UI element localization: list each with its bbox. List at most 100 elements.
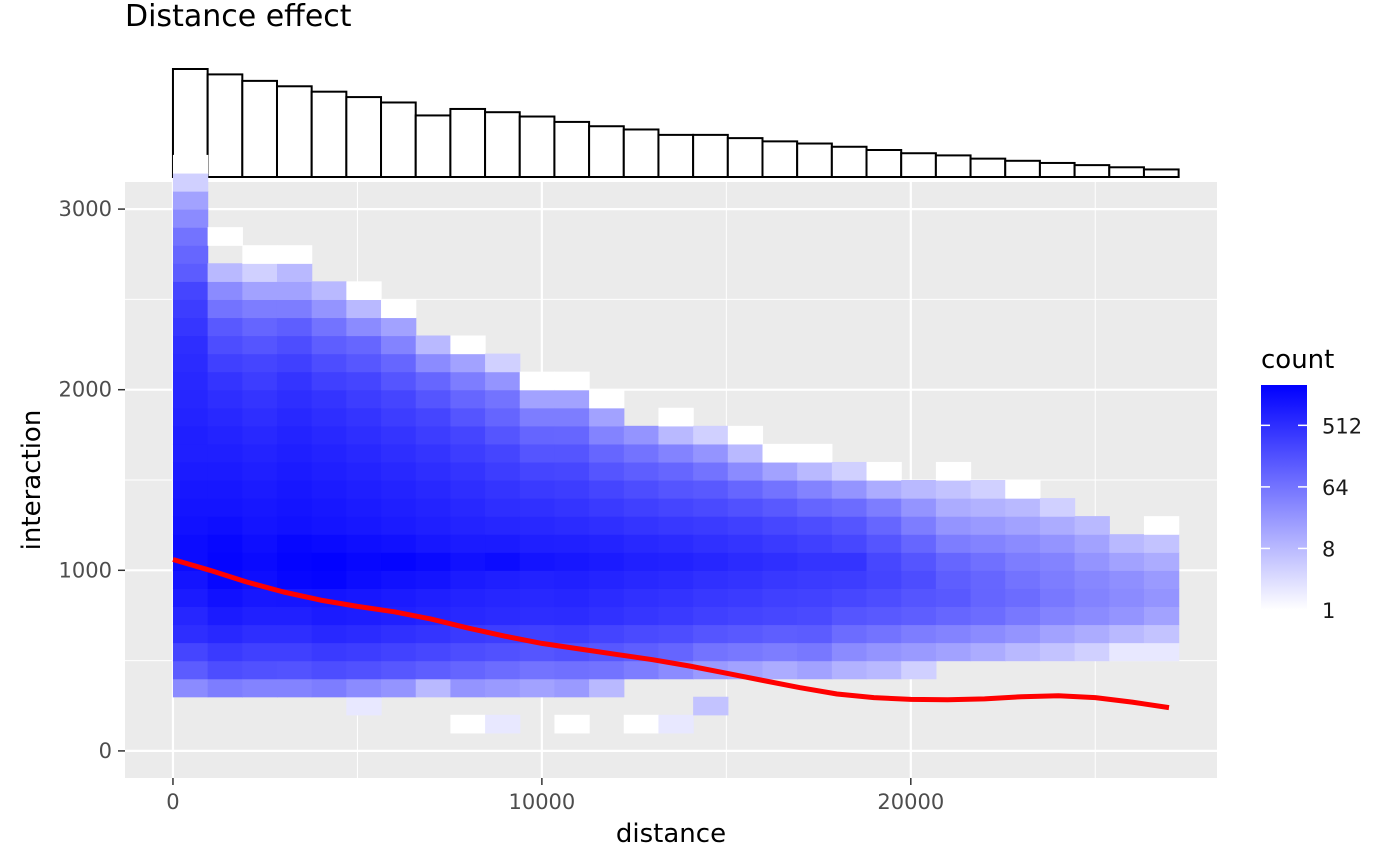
heatmap-tile xyxy=(623,425,660,445)
heatmap-tile xyxy=(311,443,347,463)
x-tick-label: 20000 xyxy=(877,790,944,814)
heatmap-tile xyxy=(623,570,660,589)
heatmap-tile xyxy=(762,606,798,626)
histogram-bar xyxy=(865,149,903,178)
heatmap-tile xyxy=(831,498,868,517)
heatmap-tile xyxy=(519,443,556,463)
heatmap-tile xyxy=(311,678,347,698)
heatmap-tile xyxy=(866,480,902,499)
heatmap-tile xyxy=(346,534,382,553)
heatmap-tile xyxy=(554,606,590,626)
heatmap-tile xyxy=(901,606,937,626)
heatmap-tile xyxy=(415,461,451,481)
heatmap-tile xyxy=(1074,570,1110,589)
heatmap-tile xyxy=(276,678,313,698)
heatmap-tile xyxy=(658,407,694,427)
heatmap-tile xyxy=(485,407,521,427)
marginal-histogram xyxy=(171,68,1180,179)
heatmap-tile xyxy=(762,443,798,463)
heatmap-tile xyxy=(1039,570,1076,589)
heatmap-tile xyxy=(485,660,521,680)
heatmap-tile xyxy=(311,281,347,300)
heatmap-tile xyxy=(276,335,313,355)
heatmap-tile xyxy=(207,227,243,246)
heatmap-tile xyxy=(623,624,660,644)
heatmap-tile xyxy=(381,642,417,662)
heatmap-tile xyxy=(589,588,625,608)
heatmap-tile xyxy=(311,425,347,445)
heatmap-tile xyxy=(693,606,729,626)
heatmap-tile xyxy=(1039,516,1076,535)
heatmap-tile xyxy=(381,552,417,571)
heatmap-tile xyxy=(172,425,209,445)
heatmap-tile xyxy=(762,498,798,517)
heatmap-tile xyxy=(554,570,590,589)
heatmap-tile xyxy=(172,480,209,499)
heatmap-tile xyxy=(450,570,486,589)
heatmap-tile xyxy=(485,714,521,734)
heatmap-tile xyxy=(935,624,972,644)
heatmap-tile xyxy=(1143,642,1180,662)
heatmap-tile xyxy=(207,660,243,680)
heatmap-tile xyxy=(762,516,798,535)
heatmap-tile xyxy=(797,552,833,571)
heatmap-tile xyxy=(172,335,209,355)
heatmap-tile xyxy=(346,317,382,337)
heatmap-tile xyxy=(970,624,1006,644)
heatmap-tile xyxy=(1109,552,1145,571)
heatmap-tile xyxy=(693,516,729,535)
histogram-bar xyxy=(553,120,591,178)
heatmap-tile xyxy=(866,570,902,589)
heatmap-tile xyxy=(727,534,764,553)
heatmap-tile xyxy=(797,498,833,517)
heatmap-tile xyxy=(172,461,209,481)
heatmap-tile xyxy=(866,516,902,535)
heatmap-tile xyxy=(831,624,868,644)
heatmap-tile xyxy=(346,389,382,409)
heatmap-tile xyxy=(554,443,590,463)
heatmap-tile xyxy=(589,461,625,481)
heatmap-tile xyxy=(172,353,209,373)
heatmap-tile xyxy=(519,371,556,391)
heatmap-tile xyxy=(727,516,764,535)
heatmap-tile xyxy=(172,678,209,698)
heatmap-tile xyxy=(1005,552,1041,571)
histogram-bar xyxy=(206,73,244,178)
heatmap-tile xyxy=(727,606,764,626)
heatmap-tile xyxy=(172,263,209,282)
heatmap-tile xyxy=(831,606,868,626)
heatmap-tile xyxy=(485,570,521,589)
heatmap-tile xyxy=(172,516,209,535)
heatmap-tile xyxy=(276,263,313,282)
heatmap-tile xyxy=(242,281,278,300)
heatmap-tile xyxy=(866,606,902,626)
heatmap-tile xyxy=(172,642,209,662)
heatmap-tile xyxy=(450,714,486,734)
heatmap-tile xyxy=(727,588,764,608)
heatmap-tile xyxy=(276,480,313,499)
heatmap-tile xyxy=(1143,516,1180,535)
heatmap-tile xyxy=(623,660,660,680)
heatmap-tile xyxy=(450,534,486,553)
heatmap-tile xyxy=(207,624,243,644)
y-axis-ticks: 0 1000 2000 3000 xyxy=(59,197,125,763)
heatmap-tile xyxy=(207,425,243,445)
legend-break-label: 8 xyxy=(1322,537,1335,561)
heatmap-tile xyxy=(519,642,556,662)
heatmap-tile xyxy=(589,516,625,535)
heatmap-tile xyxy=(1143,588,1180,608)
heatmap-tile xyxy=(450,678,486,698)
heatmap-tile xyxy=(658,534,694,553)
heatmap-tile xyxy=(935,570,972,589)
heatmap-tile xyxy=(346,335,382,355)
histogram-bar xyxy=(1038,161,1076,179)
heatmap-tile xyxy=(485,461,521,481)
heatmap-tile xyxy=(242,498,278,517)
heatmap-tile xyxy=(727,425,764,445)
heatmap-tile xyxy=(797,588,833,608)
heatmap-tile xyxy=(554,534,590,553)
heatmap-tile xyxy=(415,480,451,499)
heatmap-tile xyxy=(658,624,694,644)
heatmap-tile xyxy=(623,461,660,481)
